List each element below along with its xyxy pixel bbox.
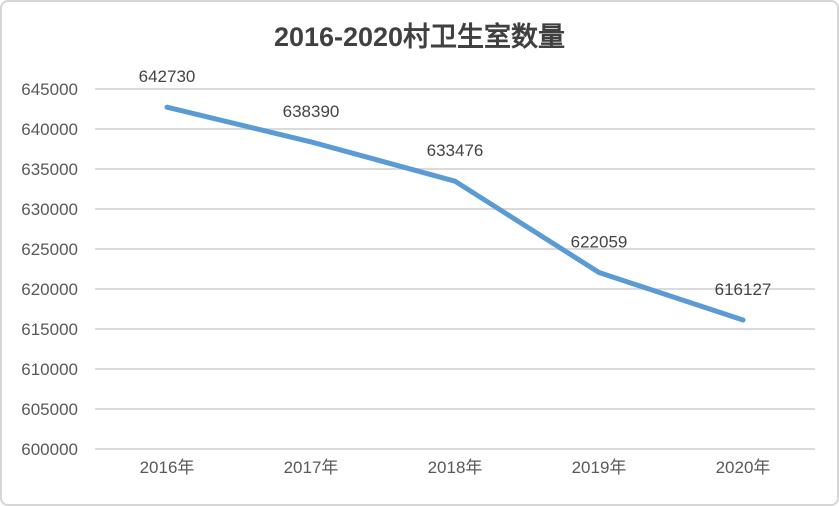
data-point-label: 633476 [427,141,484,160]
y-axis-tick-label: 640000 [21,120,78,139]
data-point-label: 616127 [715,280,772,299]
data-point-label: 638390 [283,102,340,121]
y-axis-tick-label: 635000 [21,160,78,179]
y-axis-tick-label: 605000 [21,400,78,419]
chart-title: 2016-2020村卫生室数量 [273,22,566,52]
x-axis-tick-label: 2017年 [284,458,339,477]
y-axis-tick-label: 615000 [21,320,78,339]
y-axis-tick-label: 620000 [21,280,78,299]
y-axis-tick-label: 610000 [21,360,78,379]
x-axis-tick-label: 2019年 [572,458,627,477]
data-point-label: 622059 [571,233,628,252]
data-series-line [164,104,746,323]
y-axis-tick-label: 630000 [21,200,78,219]
x-axis-tick-label: 2018年 [428,458,483,477]
data-point-label: 642730 [139,67,196,86]
y-axis-tick-label: 625000 [21,240,78,259]
x-axis-tick-label: 2020年 [716,458,771,477]
x-axis-tick-label: 2016年 [140,458,195,477]
y-axis-tick-label: 600000 [21,440,78,459]
y-axis-tick-label: 645000 [21,80,78,99]
